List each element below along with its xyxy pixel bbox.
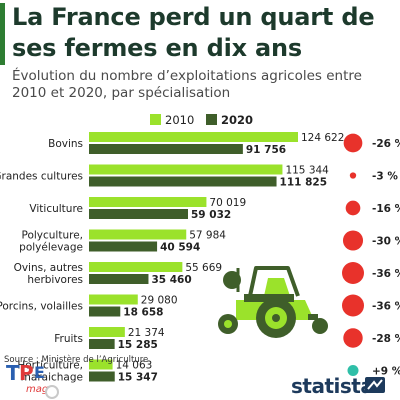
change-label: -26 % <box>372 138 400 150</box>
value-label-2020: 40 594 <box>160 242 200 254</box>
category-label: Viticulture <box>29 203 83 215</box>
statista-logo-icon <box>365 377 385 393</box>
value-label-2010: 55 669 <box>185 262 222 274</box>
bar-2020 <box>89 274 149 284</box>
bar-2020 <box>89 241 158 252</box>
bar-2020 <box>89 144 243 154</box>
bar-2020 <box>89 209 189 219</box>
legend-swatch-2010 <box>150 114 161 125</box>
change-dot <box>343 133 363 153</box>
value-label-2010: 21 374 <box>128 327 165 339</box>
change-label: -16 % <box>372 203 400 215</box>
value-label-2020: 18 658 <box>123 307 163 319</box>
change-label: -36 % <box>372 268 400 280</box>
change-dot <box>342 294 364 317</box>
bar-2010 <box>89 262 183 272</box>
category-label: Grandes cultures <box>0 171 83 183</box>
publisher-logo: T P E mag <box>6 361 59 399</box>
category-label: Porcins, volailles <box>0 301 83 313</box>
chart-row: Bovins 124 622 91 756 -26 % <box>48 132 400 156</box>
page-subtitle: Évolution du nombre d’exploitations agri… <box>12 68 362 101</box>
value-label-2020: 15 347 <box>118 372 158 384</box>
bar-2010 <box>89 294 138 305</box>
title-accent-bar <box>0 3 5 65</box>
value-label-2010: 14 063 <box>116 360 153 372</box>
value-label-2020: 15 285 <box>118 339 158 351</box>
change-dot <box>343 328 363 348</box>
bar-2020 <box>89 339 115 349</box>
svg-text:E: E <box>34 363 45 382</box>
value-label-2020: 91 756 <box>246 144 286 156</box>
change-dot <box>342 262 364 284</box>
change-dot <box>347 365 359 376</box>
bar-2010 <box>89 164 283 175</box>
svg-text:T: T <box>6 361 20 385</box>
change-dot <box>345 200 361 216</box>
bar-2010 <box>89 229 187 240</box>
svg-text:P: P <box>19 361 34 385</box>
bar-2010 <box>89 359 113 370</box>
value-label-2020: 35 460 <box>151 274 191 286</box>
bar-2020 <box>89 306 121 317</box>
change-dot <box>342 230 364 251</box>
bar-2010 <box>89 132 298 142</box>
brand-name: statista <box>291 374 374 398</box>
change-label: -3 % <box>372 171 398 183</box>
page-title: La France perd un quart de ses fermes en… <box>12 3 375 62</box>
value-label-2010: 70 019 <box>209 197 246 209</box>
legend-swatch-2020 <box>206 114 217 125</box>
bar-2020 <box>89 371 115 382</box>
svg-text:mag: mag <box>26 384 48 395</box>
chart-rows: Bovins 124 622 91 756 -26 % Grandes cultures… <box>0 132 400 384</box>
category-label: Horticulture, maraichage <box>17 360 83 384</box>
bar-2010 <box>89 197 207 207</box>
bar-2020 <box>89 176 277 187</box>
change-label: -36 % <box>372 301 400 313</box>
legend-label-2010: 2010 <box>165 113 194 127</box>
value-label-2020: 59 032 <box>191 209 231 221</box>
change-label: -28 % <box>372 333 400 345</box>
category-label: Bovins <box>48 138 83 150</box>
value-label-2010: 115 344 <box>285 165 329 177</box>
change-label: -30 % <box>372 236 400 248</box>
value-label-2010: 124 622 <box>301 132 344 144</box>
source-note: Source : Ministère de l’Agriculture <box>4 355 149 365</box>
category-label: Fruits <box>54 333 83 345</box>
legend-label-2020: 2020 <box>221 113 253 127</box>
value-label-2010: 29 080 <box>141 295 178 307</box>
change-dot <box>349 172 357 179</box>
tractor-icon <box>218 266 328 338</box>
category-label: Ovins, autres herbivores <box>14 262 83 286</box>
category-label: Polyculture, polyélevage <box>19 230 83 254</box>
value-label-2020: 111 825 <box>280 177 328 189</box>
value-label-2010: 57 984 <box>189 230 226 242</box>
chart-legend: 2010 2020 <box>150 113 253 127</box>
change-label: +9 % <box>372 366 400 378</box>
bar-2010 <box>89 327 125 337</box>
